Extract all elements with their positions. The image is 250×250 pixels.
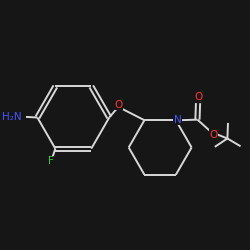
Text: O: O [114,100,122,110]
Text: N: N [174,115,181,125]
Text: H₂N: H₂N [2,112,22,122]
Text: O: O [194,92,202,102]
Text: F: F [48,156,54,166]
Text: O: O [210,130,218,140]
